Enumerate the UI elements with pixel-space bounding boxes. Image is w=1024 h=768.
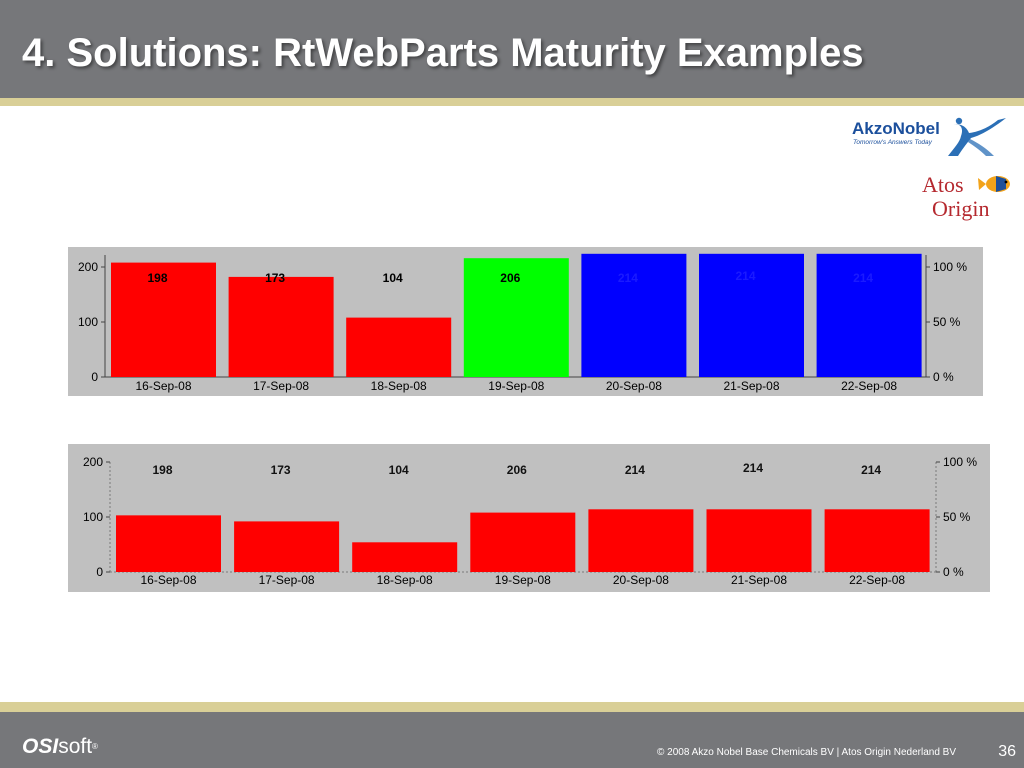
y2-tick-label: 50 % [933, 315, 961, 329]
osisoft-logo: OSIsoft® [22, 735, 98, 759]
data-label: 104 [383, 271, 403, 285]
x-tick-label: 18-Sep-08 [377, 573, 433, 587]
bar-22-Sep-08 [824, 509, 930, 572]
x-tick-label: 17-Sep-08 [259, 573, 315, 587]
atos-logo-line2: Origin [932, 196, 989, 221]
data-label: 214 [625, 463, 645, 477]
x-tick-label: 18-Sep-08 [371, 379, 427, 393]
osisoft-logo-bold: OSI [22, 735, 59, 758]
data-label: 173 [271, 463, 291, 477]
data-label: 214 [861, 463, 881, 477]
data-label: 206 [507, 463, 527, 477]
y2-tick-label: 50 % [943, 510, 971, 524]
bar-18-Sep-08 [352, 542, 458, 572]
slide-title: 4. Solutions: RtWebParts Maturity Exampl… [22, 31, 864, 75]
bar-19-Sep-08 [463, 258, 569, 377]
bar-17-Sep-08 [234, 521, 340, 572]
y-tick-label: 0 [96, 565, 103, 579]
data-label: 206 [500, 271, 520, 285]
x-tick-label: 19-Sep-08 [488, 379, 544, 393]
akzonobel-logo-name: AkzoNobel [852, 119, 940, 138]
bar-18-Sep-08 [346, 317, 452, 377]
x-tick-label: 20-Sep-08 [613, 573, 669, 587]
y-tick-label: 0 [91, 370, 98, 384]
bar-20-Sep-08 [588, 509, 694, 572]
slide-number: 36 [998, 743, 1016, 760]
x-tick-label: 16-Sep-08 [140, 573, 196, 587]
akzonobel-logo: AkzoNobel Tomorrow's Answers Today [852, 117, 1006, 156]
y2-tick-label: 100 % [943, 455, 977, 469]
x-tick-label: 20-Sep-08 [606, 379, 662, 393]
y-tick-label: 200 [83, 455, 103, 469]
y2-tick-label: 0 % [943, 565, 964, 579]
copyright-text: © 2008 Akzo Nobel Base Chemicals BV | At… [656, 747, 956, 758]
akzonobel-figure-icon [948, 117, 1006, 156]
x-tick-label: 17-Sep-08 [253, 379, 309, 393]
bar-16-Sep-08 [116, 515, 221, 572]
maturity-chart-red: 0 100 200 0 % 50 % 100 % 198 16-Sep-08 173 17-Se… [68, 444, 990, 592]
x-tick-label: 16-Sep-08 [135, 379, 191, 393]
maturity-chart-colored: 0 100 200 0 % 50 % 100 % 198 16-Sep-08 173 17-Se… [68, 247, 983, 396]
bar-16-Sep-08 [111, 262, 216, 377]
atos-origin-logo: Atos Origin [922, 172, 1010, 221]
bar-21-Sep-08 [706, 509, 812, 572]
bar-19-Sep-08 [470, 512, 576, 572]
data-label: 198 [147, 271, 167, 285]
bar-20-Sep-08 [581, 253, 687, 377]
bar-17-Sep-08 [228, 276, 334, 377]
y-tick-label: 100 [83, 510, 103, 524]
atos-logo-line1: Atos [922, 172, 964, 197]
footer-bar [0, 712, 1024, 768]
title-rule [0, 98, 1024, 106]
x-tick-label: 21-Sep-08 [731, 573, 787, 587]
x-tick-label: 22-Sep-08 [849, 573, 905, 587]
footer-rule [0, 702, 1024, 712]
y2-tick-label: 0 % [933, 370, 954, 384]
registered-mark: ® [92, 742, 98, 751]
y2-tick-label: 100 % [933, 260, 967, 274]
osisoft-logo-light: soft [58, 735, 93, 758]
bar-22-Sep-08 [816, 253, 922, 377]
data-label: 214 [735, 269, 755, 283]
data-label: 214 [853, 271, 873, 285]
data-label: 198 [152, 463, 172, 477]
bar-21-Sep-08 [699, 253, 804, 377]
x-tick-label: 21-Sep-08 [723, 379, 779, 393]
x-tick-label: 22-Sep-08 [841, 379, 897, 393]
y-tick-label: 200 [78, 260, 98, 274]
data-label: 173 [265, 271, 285, 285]
data-label: 104 [389, 463, 409, 477]
akzonobel-logo-tagline: Tomorrow's Answers Today [853, 139, 933, 146]
x-tick-label: 19-Sep-08 [495, 573, 551, 587]
data-label: 214 [743, 461, 763, 475]
title-bar [0, 0, 1024, 98]
fish-icon [978, 176, 1010, 192]
data-label: 214 [618, 271, 638, 285]
y-tick-label: 100 [78, 315, 98, 329]
